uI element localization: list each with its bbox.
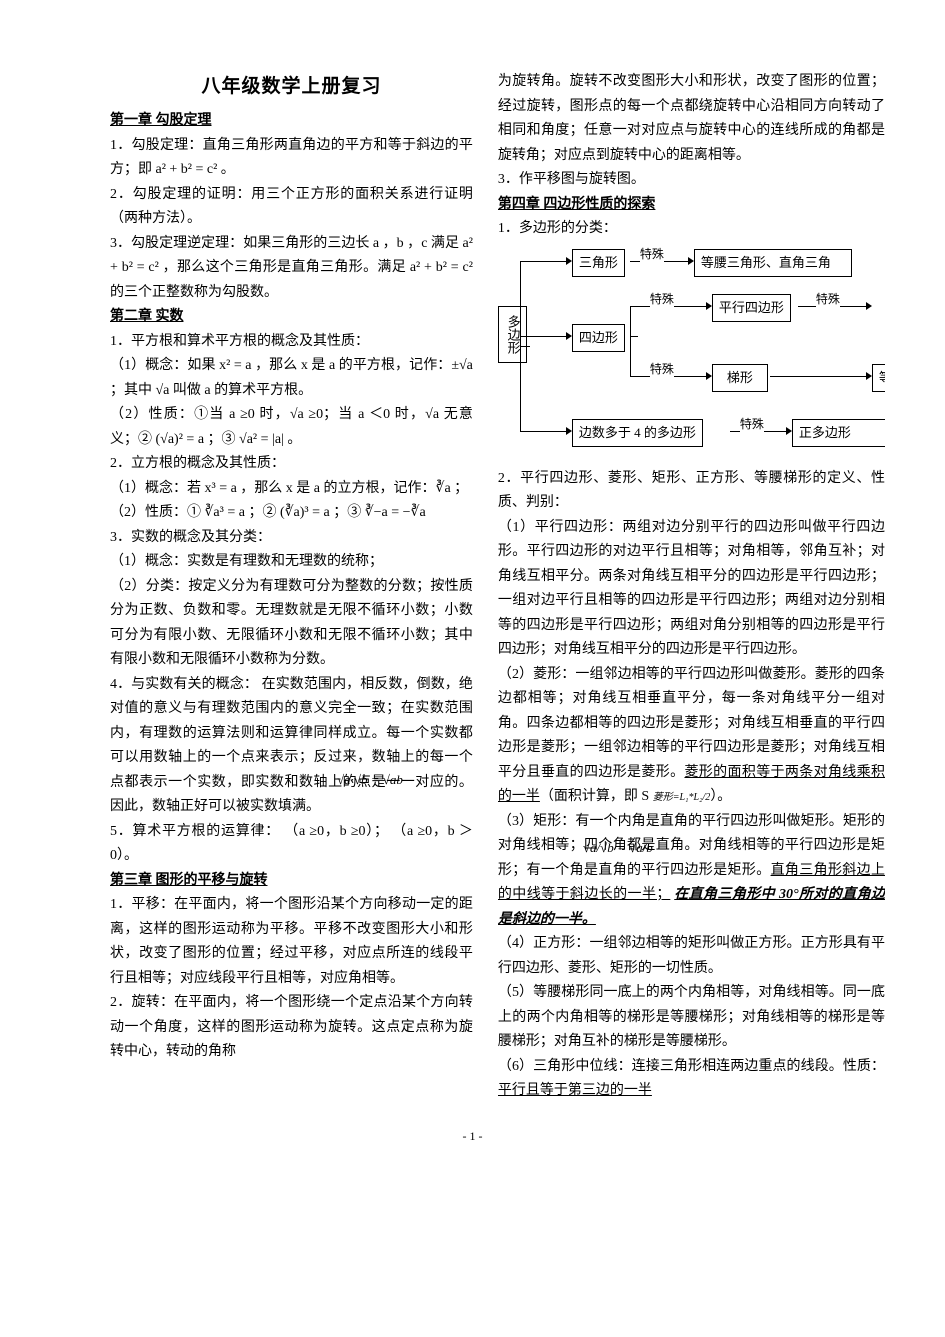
ch4-item-2-4: （4）正方形：一组邻边相等的矩形叫做正方形。正方形具有平行四边形、菱形、矩形的一… <box>498 932 885 981</box>
ch4-item-2: 2．平行四边形、菱形、矩形、正方形、等腰梯形的定义、性质、判别： <box>498 467 885 516</box>
page-number: - 1 - <box>0 1129 945 1154</box>
left-column: 八年级数学上册复习 第一章 勾股定理 1．勾股定理：直角三角形两直角边的平方和等… <box>110 70 473 1104</box>
ch4-2-2-text-c: （面积计算，即 S <box>540 789 653 804</box>
diagram-edge-label: 特殊 <box>740 414 764 435</box>
diagram-node-isoceles-trap: 等 <box>872 364 885 393</box>
diagram-line <box>520 431 568 432</box>
ch4-item-2-2: （2）菱形：一组邻边相等的平行四边形叫做菱形。菱形的四条边都相等；对角线互相垂直… <box>498 663 885 810</box>
ch4-2-6-text: （6）三角形中位线：连接三角形相连两边重点的线段。性质： <box>498 1059 885 1074</box>
diagram-node-trapezoid: 梯形 <box>712 364 768 393</box>
ch4-item-2-5: （5）等腰梯形同一底上的两个内角相等，对角线相等。同一底上的两个内角相等的梯形是… <box>498 981 885 1055</box>
ch2-item-5: 5．算术平方根的运算律： （a ≥0，b ≥0）； （a ≥0，b ＞0）。 <box>110 820 473 869</box>
ch4-2-2-formula: 菱形=L₁*L₂/2 <box>653 792 711 803</box>
ch3-continuation: 为旋转角。旋转不改变图形大小和形状，改变了图形的位置；经过旋转，图形点的每一个点… <box>498 70 885 168</box>
polygon-classification-diagram: 多边形 三角形 特殊 等腰三角形、直角三角 四边形 特殊 平行四边形 特殊 <box>498 246 885 461</box>
ch2-item-1-1: （1）概念：如果 x² = a ，那么 x 是 a 的平方根，记作：±√a ；其… <box>110 354 473 403</box>
ch2-item-4-wrap: 4．与实数有关的概念： 在实数范围内，相反数，倒数，绝对值的意义与有理数范围内的… <box>110 673 473 820</box>
diagram-edge-label: 特殊 <box>816 289 840 310</box>
ch1-item-3: 3．勾股定理逆定理：如果三角形的三边长 a ，b ，c 满足 a² + b² =… <box>110 232 473 306</box>
diagram-line <box>520 336 568 337</box>
ch4-2-6-underline: 平行且等于第三边的一半 <box>498 1083 652 1098</box>
ch2-item-3-1: （1）概念：实数是有理数和无理数的统称； <box>110 550 473 575</box>
arrow-icon <box>866 302 872 310</box>
diagram-line <box>770 376 868 377</box>
diagram-line <box>630 306 631 376</box>
ch1-item-1: 1．勾股定理：直角三角形两直角边的平方和等于斜边的平方；即 a² + b² = … <box>110 134 473 183</box>
ch2-item-2-1: （1）概念：若 x³ = a ，那么 x 是 a 的立方根，记作：∛a ； <box>110 477 473 502</box>
ch4-item-2-1: （1）平行四边形：两组对边分别平行的四边形叫做平行四边形。平行四边形的对边平行且… <box>498 516 885 663</box>
ch2-item-3-2: （2）分类：按定义分为有理数可分为整数的分数；按性质分为正数、负数和零。无理数就… <box>110 575 473 673</box>
chapter-4-title: 第四章 四边形性质的探索 <box>498 193 885 218</box>
ch2-item-3: 3．实数的概念及其分类： <box>110 526 473 551</box>
doc-title: 八年级数学上册复习 <box>110 70 473 103</box>
page: 八年级数学上册复习 第一章 勾股定理 1．勾股定理：直角三角形两直角边的平方和等… <box>0 0 945 1134</box>
ch2-item-2-2: （2）性质：① ∛a³ = a ；② (∛a)³ = a ；③ ∛−a = −∛… <box>110 501 473 526</box>
diagram-edge-label: 特殊 <box>650 289 674 310</box>
diagram-node-regular: 正多边形 <box>792 419 885 448</box>
diagram-node-triangle: 三角形 <box>572 249 625 278</box>
ch3-item-1: 1．平移：在平面内，将一个图形沿某个方向移动一定的距离，这样的图形运动称为平移。… <box>110 893 473 991</box>
diagram-node-polygon: 边数多于 4 的多边形 <box>572 419 703 448</box>
ch4-item-2-6: （6）三角形中位线：连接三角形相连两边重点的线段。性质： 平行且等于第三边的一半 <box>498 1055 885 1104</box>
right-column: 为旋转角。旋转不改变图形大小和形状，改变了图形的位置；经过旋转，图形点的每一个点… <box>498 70 885 1104</box>
diagram-node-isoceles: 等腰三角形、直角三角 <box>694 249 852 278</box>
ch2-item-2: 2．立方根的概念及其性质： <box>110 452 473 477</box>
diagram-root: 多边形 <box>498 306 527 363</box>
diagram-line <box>520 346 530 347</box>
diagram-node-quad: 四边形 <box>572 324 625 353</box>
diagram-line <box>630 336 638 337</box>
ch2-item-1: 1．平方根和算术平方根的概念及其性质： <box>110 330 473 355</box>
formula-overlap-left: √a·√b = √ab <box>337 769 403 792</box>
ch2-item-1-2: （2）性质：①当 a ≥0 时，√a ≥0；当 a ＜0 时，√a 无意义；② … <box>110 403 473 452</box>
diagram-edge-label: 特殊 <box>650 359 674 380</box>
ch1-item-2: 2．勾股定理的证明：用三个正方形的面积关系进行证明（两种方法）。 <box>110 183 473 232</box>
ch4-2-2-text-e: ）。 <box>710 789 731 804</box>
chapter-1-title: 第一章 勾股定理 <box>110 109 473 134</box>
diagram-node-parallelogram: 平行四边形 <box>712 294 791 323</box>
ch3-item-2: 2．旋转：在平面内，将一个图形绕一个定点沿某个方向转动一个角度，这样的图形运动称… <box>110 991 473 1065</box>
ch2-item-4: 4．与实数有关的概念： 在实数范围内，相反数，倒数，绝对值的意义与有理数范围内的… <box>110 677 473 815</box>
ch4-2-2-text-a: （2）菱形：一组邻边相等的平行四边形叫做菱形。菱形的四条边都相等；对角线互相垂直… <box>498 667 885 780</box>
ch4-item-1: 1．多边形的分类： <box>498 217 885 242</box>
ch4-item-2-3: （3）矩形：有一个内角是直角的平行四边形叫做矩形。矩形的对角线相等；四个角都是直… <box>498 810 885 933</box>
formula-overlap-right: √a/√b = √a/b <box>583 840 653 856</box>
chapter-2-title: 第二章 实数 <box>110 305 473 330</box>
diagram-edge-label: 特殊 <box>640 244 664 265</box>
ch3-item-3: 3．作平移图与旋转图。 <box>498 168 885 193</box>
diagram-line <box>520 261 568 262</box>
chapter-3-title: 第三章 图形的平移与旋转 <box>110 869 473 894</box>
